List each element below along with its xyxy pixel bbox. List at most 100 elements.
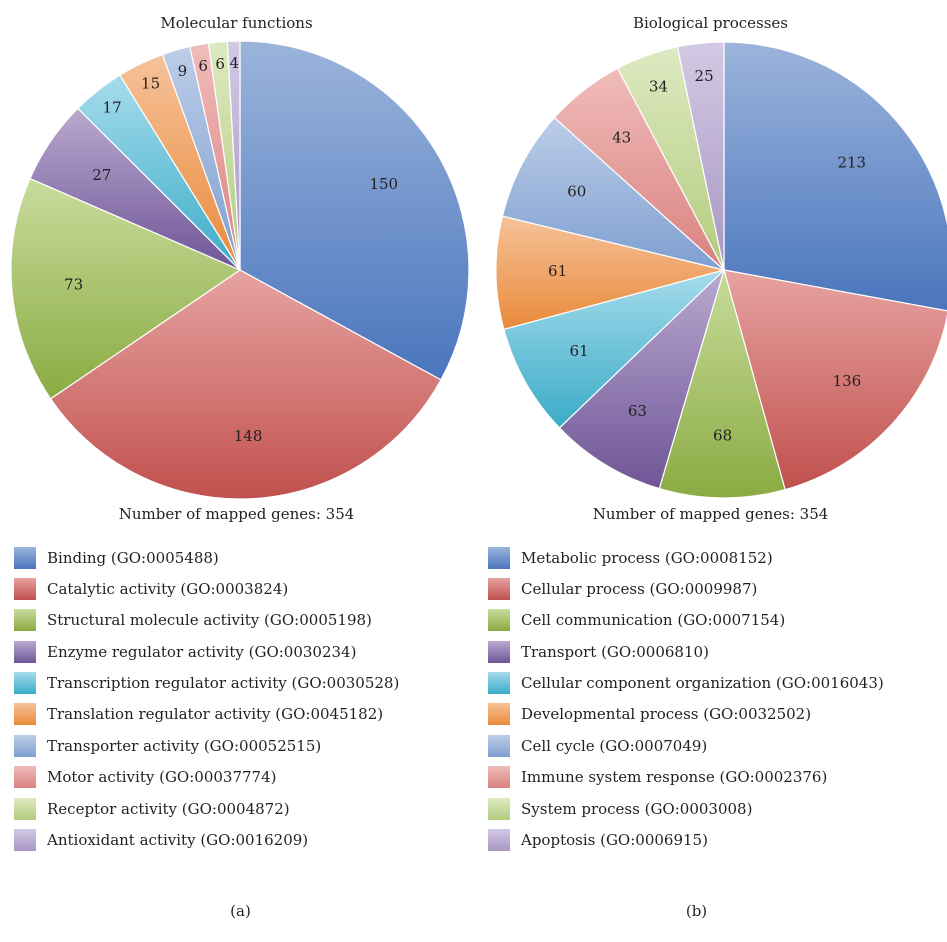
chart-title: Molecular functions [160,14,313,32]
legend-item: Cellular process (GO:0009987) [488,574,884,603]
legend-label: Cell cycle (GO:0007049) [521,736,708,755]
legend-swatch [14,609,36,632]
slice-value-label: 68 [713,426,732,444]
legend: Binding (GO:0005488) Catalytic activity (… [14,543,399,857]
slice-value-label: 73 [64,276,83,294]
legend-item: Structural molecule activity (GO:0005198… [14,606,399,635]
legend-label: Transporter activity (GO:00052515) [47,736,322,755]
legend-swatch [488,546,510,569]
slice-value-label: 15 [141,74,160,92]
legend-label: Binding (GO:0005488) [47,548,219,567]
slice-value-label: 6 [198,57,208,75]
legend-item: Transporter activity (GO:00052515) [14,731,399,760]
legend-item: Receptor activity (GO:0004872) [14,794,399,823]
legend-label: Metabolic process (GO:0008152) [521,548,773,567]
slice-value-label: 148 [234,427,263,445]
legend-label: System process (GO:0003008) [521,799,753,818]
legend-item: Motor activity (GO:00037774) [14,763,399,792]
slice-value-label: 27 [92,166,111,184]
legend-item: Transport (GO:0006810) [488,637,884,666]
slice-value-label: 61 [548,262,567,280]
slice-value-label: 213 [837,153,866,171]
pie-chart: 213 136 68 63 61 61 60 43 34 25 [495,41,947,499]
pie-slice-antioxidant-activity [226,40,241,271]
panel-label: (a) [230,902,251,920]
legend-label: Catalytic activity (GO:0003824) [47,579,289,598]
legend-item: Cell cycle (GO:0007049) [488,731,884,760]
legend-item: Apoptosis (GO:0006915) [488,826,884,855]
legend-swatch [488,766,510,789]
slice-value-label: 9 [178,62,188,80]
slice-value-label: 4 [230,54,240,72]
legend-swatch [488,734,510,757]
slice-value-label: 63 [628,402,647,420]
legend-item: Transcription regulator activity (GO:003… [14,669,399,698]
legend-label: Structural molecule activity (GO:0005198… [47,611,372,630]
legend-swatch [488,672,510,695]
legend-item: Antioxidant activity (GO:0016209) [14,826,399,855]
slice-value-label: 60 [567,182,586,200]
legend-item: System process (GO:0003008) [488,794,884,823]
legend-label: Immune system response (GO:0002376) [521,768,828,787]
legend-item: Catalytic activity (GO:0003824) [14,574,399,603]
legend: Metabolic process (GO:0008152) Cellular p… [488,543,884,857]
slice-value-label: 6 [215,55,225,73]
slice-value-label: 43 [612,129,631,147]
legend-label: Cell communication (GO:0007154) [521,611,786,630]
legend-label: Cellular component organization (GO:0016… [521,674,884,693]
pie-slice-binding [239,40,470,381]
legend-label: Apoptosis (GO:0006915) [521,831,708,850]
legend-label: Transport (GO:0006810) [521,642,709,661]
legend-item: Developmental process (GO:0032502) [488,700,884,729]
legend-swatch [14,672,36,695]
legend-swatch [14,577,36,600]
legend-swatch [14,734,36,757]
pie-slice-cellular-process [723,269,947,491]
chart-panel-b: Biological processes 213 136 68 63 61 61 60 43 3… [474,0,947,942]
legend-swatch [488,703,510,726]
legend-label: Enzyme regulator activity (GO:0030234) [47,642,357,661]
slice-value-label: 25 [695,67,714,85]
legend-item: Immune system response (GO:0002376) [488,763,884,792]
legend-item: Cell communication (GO:0007154) [488,606,884,635]
pie-slice-cell-communication [658,267,786,499]
legend-swatch [14,640,36,663]
pie-slice-structural-molecule-activity [10,177,242,400]
pie-slice-cellular-component-organization [503,269,725,429]
pie-slice-cell-cycle [501,116,725,271]
legend-label: Transcription regulator activity (GO:003… [47,674,400,693]
legend-swatch [488,797,510,820]
slice-value-label: 150 [369,175,398,193]
legend-label: Developmental process (GO:0032502) [521,705,812,724]
legend-label: Receptor activity (GO:0004872) [47,799,290,818]
legend-item: Translation regulator activity (GO:00451… [14,700,399,729]
chart-panel-a: Molecular functions 150 148 73 27 17 15 9 6 6 4 N… [0,0,473,942]
slice-value-label: 61 [570,342,589,360]
legend-label: Cellular process (GO:0009987) [521,579,758,598]
pie-slice-transport [558,267,726,490]
legend-swatch [14,546,36,569]
slice-value-label: 17 [103,98,122,116]
legend-swatch [14,829,36,852]
legend-swatch [488,577,510,600]
legend-swatch [488,640,510,663]
slice-value-label: 136 [833,372,862,390]
legend-label: Translation regulator activity (GO:00451… [47,705,384,724]
legend-item: Enzyme regulator activity (GO:0030234) [14,637,399,666]
legend-swatch [488,609,510,632]
legend-label: Antioxidant activity (GO:0016209) [47,831,309,850]
mapped-genes-note: Number of mapped genes: 354 [118,505,355,523]
chart-title: Biological processes [632,14,789,32]
legend-swatch [14,766,36,789]
legend-item: Cellular component organization (GO:0016… [488,669,884,698]
pie-slice-catalytic-activity [49,269,442,500]
legend-item: Metabolic process (GO:0008152) [488,543,884,572]
slice-value-label: 34 [649,78,668,96]
pie-slice-developmental-process [495,215,725,331]
pie-slice-apoptosis [676,41,725,271]
mapped-genes-note: Number of mapped genes: 354 [592,505,829,523]
legend-swatch [14,703,36,726]
pie-slice-metabolic-process [723,41,947,312]
panel-label: (b) [685,902,708,920]
